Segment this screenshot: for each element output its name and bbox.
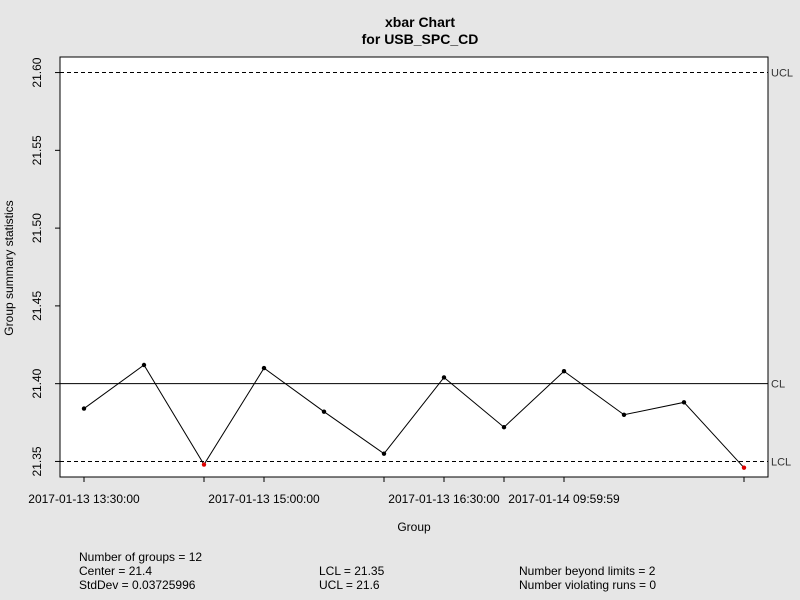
limit-label-lcl: LCL [771,456,791,468]
data-point-10 [621,412,627,417]
y-tick-label-21.55: 21.55 [30,135,44,165]
limit-label-ucl: UCL [771,68,793,80]
stat-lcl: LCL = 21.35 [319,564,385,578]
x-tick-label-4: 2017-01-13 15:00:00 [208,492,320,506]
data-point-9 [561,369,567,374]
stat-number-of-groups: Number of groups = 12 [79,550,203,564]
data-point-6 [381,451,387,456]
stat-center: Center = 21.4 [79,564,153,578]
data-point-3 [201,462,207,467]
stat-beyond-limits: Number beyond limits = 2 [519,564,656,578]
x-tick-label-9: 2017-01-14 09:59:59 [508,492,620,506]
data-point-5 [321,409,327,414]
chart-subtitle: for USB_SPC_CD [361,31,479,47]
stat-ucl: UCL = 21.6 [319,578,380,592]
y-tick-label-21.35: 21.35 [30,446,44,476]
plot-border [59,56,769,478]
data-point-8 [501,425,507,430]
x-tick-label-1: 2017-01-13 13:30:00 [28,492,140,506]
data-point-1 [81,406,87,411]
stat-stddev: StdDev = 0.03725996 [79,578,196,592]
y-tick-label-21.50: 21.50 [30,213,44,243]
data-point-7 [441,375,447,380]
data-point-12 [741,465,747,470]
data-point-2 [141,362,147,368]
chart-title: xbar Chart [384,14,456,30]
data-point-4 [261,365,267,371]
stat-violating-runs: Number violating runs = 0 [519,578,657,592]
x-tick-label-7: 2017-01-13 16:30:00 [388,492,500,506]
y-tick-label-21.60: 21.60 [30,57,44,87]
y-tick-label-21.40: 21.40 [30,368,44,398]
limit-label-cl: CL [771,379,785,391]
series-line [83,364,745,469]
y-axis-label: Group summary statistics [2,200,16,336]
data-point-11 [681,400,687,405]
plot-area [60,57,768,477]
x-axis-label: Group [397,520,431,534]
y-tick-label-21.45: 21.45 [30,291,44,321]
